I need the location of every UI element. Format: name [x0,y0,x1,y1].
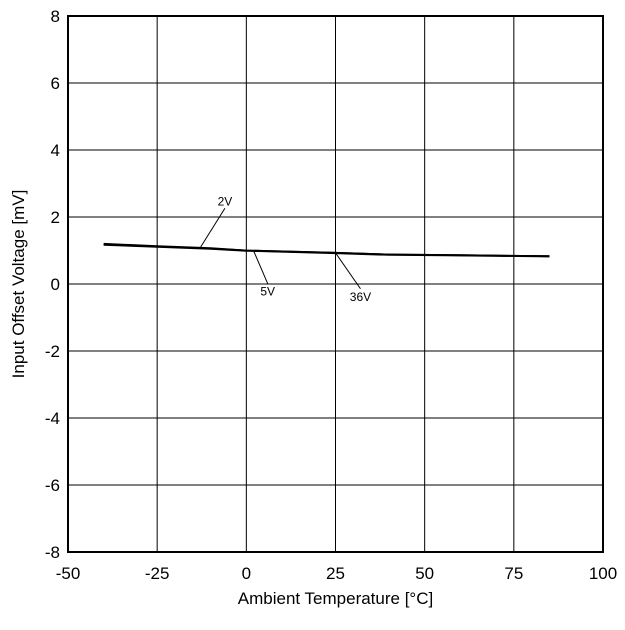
y-axis-title: Input Offset Voltage [mV] [9,190,28,379]
y-tick-label: 4 [51,141,60,160]
x-tick-label: 75 [504,564,523,583]
y-tick-label: -4 [45,409,60,428]
y-tick-labels: -8 -6 -4 -2 0 2 4 6 8 [45,7,60,562]
x-tick-label: 0 [242,564,251,583]
series-line-36v [103,243,550,258]
y-tick-label: 8 [51,7,60,26]
x-tick-labels: -50 -25 0 25 50 75 100 [56,564,617,583]
annotation-leader [199,208,226,249]
annotation-label: 5V [260,285,275,299]
y-tick-label: -2 [45,342,60,361]
y-tick-label: -6 [45,476,60,495]
annotation-layer: 2V 5V 36V [199,194,371,304]
y-tick-label: 2 [51,208,60,227]
series-line-5v [103,243,550,258]
series-line-2v [103,242,550,258]
y-tick-label: 0 [51,275,60,294]
annotation-label: 36V [350,290,371,304]
annotation-label: 2V [218,194,233,208]
x-tick-label: 25 [326,564,345,583]
y-tick-label: -8 [45,543,60,562]
x-axis-title: Ambient Temperature [°C] [238,589,433,608]
grid [67,15,604,553]
x-tick-label: 100 [589,564,617,583]
plot-frame [67,15,604,553]
annotation-leader [335,252,361,290]
x-tick-label: -25 [145,564,170,583]
annotation-leader [253,250,269,284]
x-tick-label: 50 [415,564,434,583]
series-layer [103,242,550,258]
x-tick-label: -50 [56,564,81,583]
y-tick-label: 6 [51,74,60,93]
